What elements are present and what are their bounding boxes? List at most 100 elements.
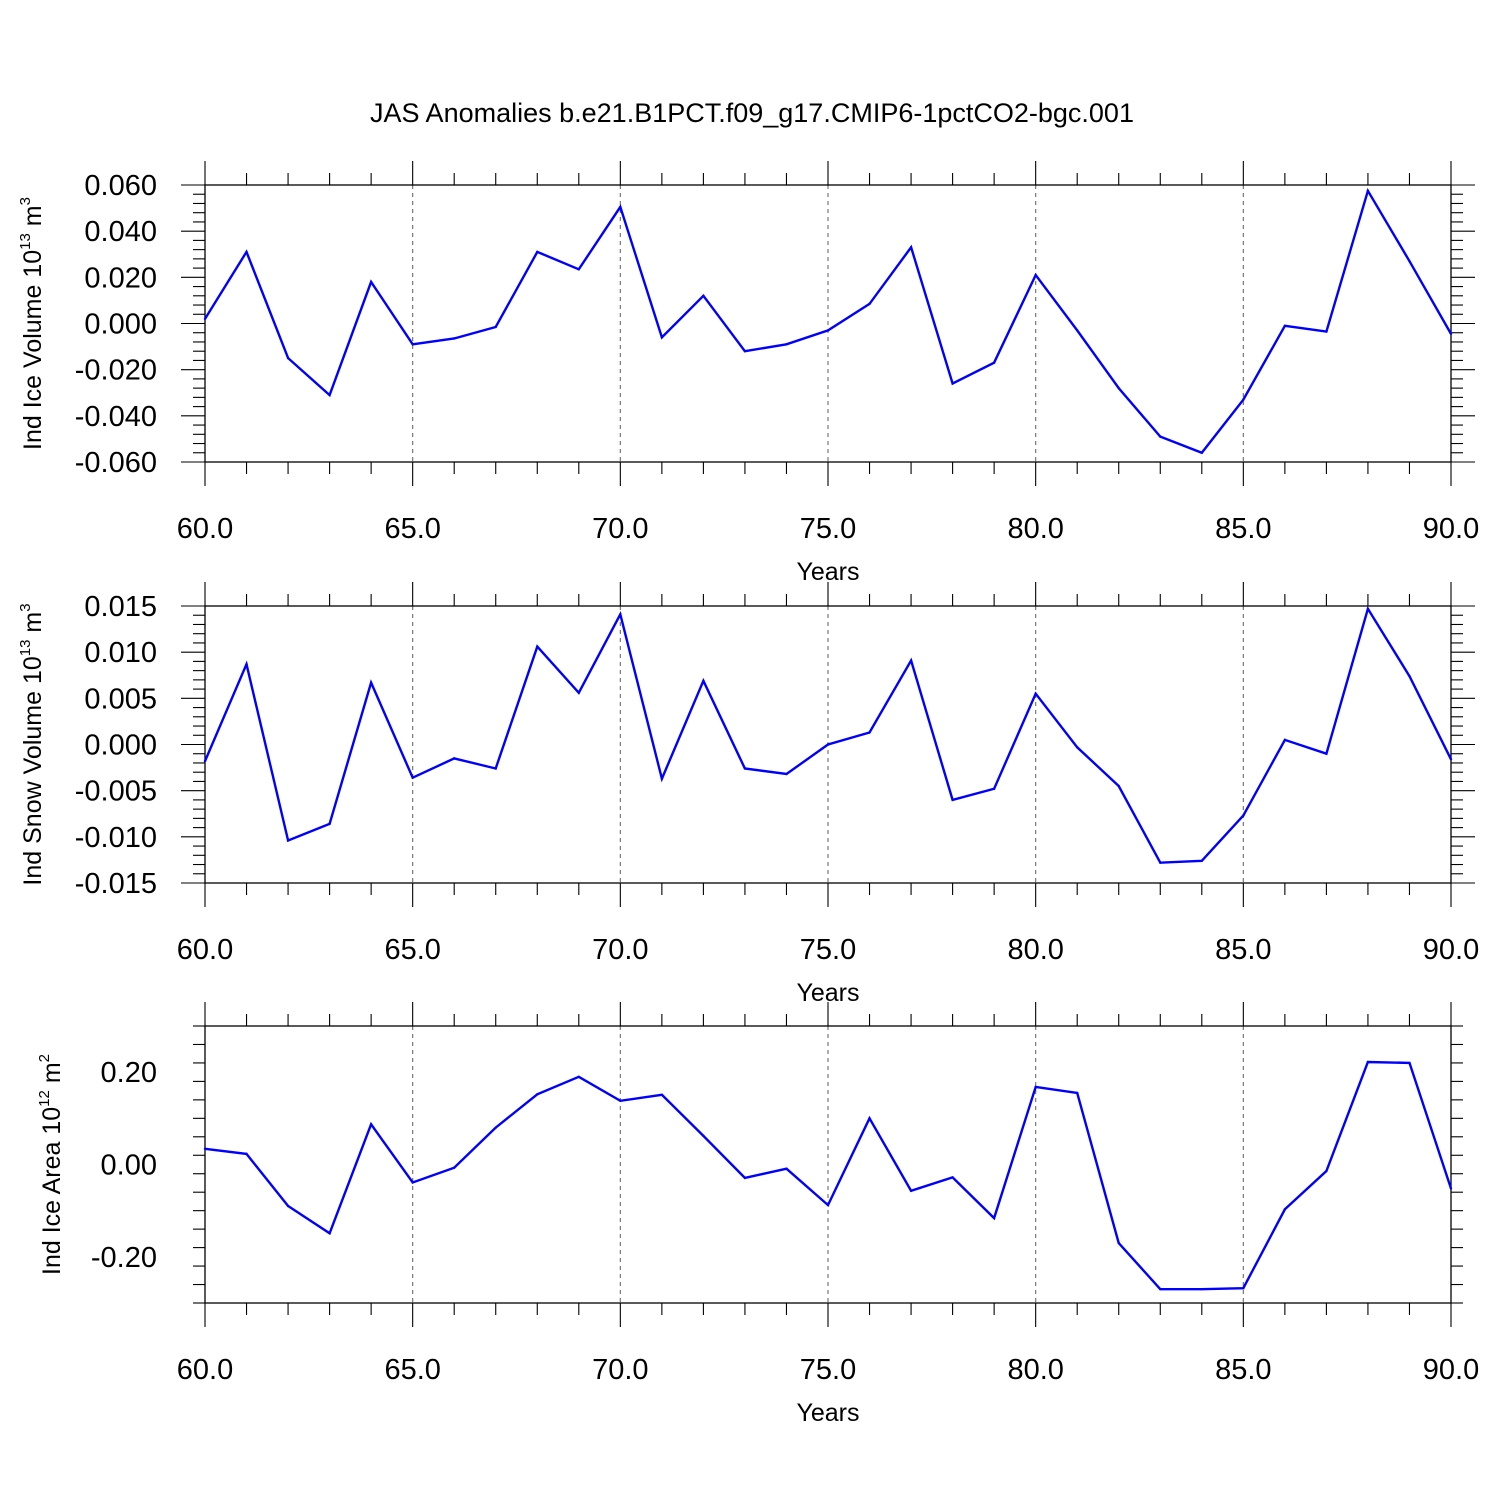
data-point bbox=[743, 767, 747, 770]
data-point bbox=[951, 1176, 954, 1179]
y-tick-label: -0.20 bbox=[91, 1242, 157, 1274]
y-axis-label-exponent: 12 bbox=[36, 1090, 53, 1107]
data-point bbox=[1408, 674, 1411, 678]
y-tick-label: 0.000 bbox=[84, 309, 157, 341]
data-point bbox=[785, 343, 788, 346]
x-tick-label: 85.0 bbox=[1215, 1354, 1271, 1386]
data-point bbox=[1159, 435, 1162, 438]
chart-title: JAS Anomalies b.e21.B1PCT.f09_g17.CMIP6-… bbox=[370, 98, 1134, 128]
data-point bbox=[1117, 386, 1120, 390]
x-tick-label: 65.0 bbox=[384, 513, 440, 545]
y-axis-label-unit-exponent: 3 bbox=[17, 603, 34, 611]
y-axis-label-text: Ind Snow Volume 10 bbox=[19, 656, 47, 885]
data-point bbox=[868, 731, 871, 734]
data-point bbox=[411, 776, 414, 779]
data-point bbox=[536, 1093, 539, 1096]
data-point bbox=[494, 767, 497, 770]
chart-panel-2: 0.015 0.010 0.005 0.000 -0.005 -0.010 -0.015 60… bbox=[17, 582, 1479, 1007]
data-point bbox=[1242, 398, 1245, 401]
data-point bbox=[660, 1093, 664, 1096]
data-point bbox=[536, 250, 539, 254]
data-point bbox=[453, 337, 456, 340]
data-point bbox=[1200, 1287, 1204, 1291]
y-tick-label: -0.060 bbox=[75, 447, 157, 479]
data-point bbox=[909, 246, 913, 249]
data-point bbox=[992, 1216, 996, 1220]
y-axis-label-text: Ind Ice Volume 10 bbox=[19, 250, 47, 450]
data-point bbox=[369, 1123, 373, 1126]
data-point bbox=[286, 356, 290, 360]
data-point bbox=[992, 787, 996, 791]
x-tick-label: 65.0 bbox=[384, 1354, 440, 1386]
y-axis-label-unit-exponent: 3 bbox=[17, 197, 34, 205]
data-point bbox=[1076, 329, 1079, 332]
data-point bbox=[577, 691, 580, 694]
y-axis-label: Ind Ice Volume 1013 m3 bbox=[17, 197, 47, 450]
x-tick-label: 90.0 bbox=[1423, 1354, 1479, 1386]
data-point bbox=[619, 1099, 622, 1102]
chart-panel-1: 0.060 0.040 0.020 0.000 -0.020 -0.040 -0.060 60… bbox=[17, 161, 1479, 586]
x-tick-label: 70.0 bbox=[592, 1354, 648, 1386]
y-axis-label-unit: m bbox=[19, 205, 47, 233]
data-point bbox=[951, 798, 954, 802]
data-point bbox=[369, 280, 373, 284]
data-point bbox=[494, 1126, 497, 1129]
x-tick-label: 85.0 bbox=[1215, 513, 1271, 545]
data-point bbox=[245, 1152, 248, 1156]
y-tick-label: -0.005 bbox=[75, 776, 157, 808]
data-point bbox=[785, 1167, 788, 1170]
data-point bbox=[369, 681, 373, 684]
data-point bbox=[660, 336, 664, 339]
data-point bbox=[245, 662, 248, 666]
data-point bbox=[328, 393, 331, 397]
data-point bbox=[868, 1117, 871, 1120]
data-point bbox=[992, 361, 996, 364]
y-tick-label: 0.060 bbox=[84, 170, 157, 202]
y-axis-label: Ind Snow Volume 1013 m3 bbox=[17, 603, 47, 885]
data-point bbox=[743, 1176, 747, 1180]
data-point bbox=[1200, 859, 1204, 863]
data-point bbox=[1242, 1287, 1245, 1290]
data-point bbox=[286, 1204, 290, 1208]
x-tick-label: 75.0 bbox=[800, 934, 856, 966]
data-point bbox=[1283, 324, 1287, 328]
data-point bbox=[702, 679, 705, 682]
data-point bbox=[203, 317, 207, 321]
y-tick-label: -0.015 bbox=[75, 868, 157, 900]
x-tick-label: 90.0 bbox=[1423, 513, 1479, 545]
data-point bbox=[1325, 330, 1328, 333]
data-point bbox=[1325, 752, 1328, 755]
y-axis-label-exponent: 13 bbox=[17, 233, 34, 250]
y-axis-label-unit: m bbox=[19, 612, 47, 640]
data-point bbox=[785, 772, 788, 776]
data-point bbox=[203, 759, 207, 763]
data-point bbox=[1366, 1060, 1370, 1064]
data-point bbox=[1076, 1091, 1079, 1095]
x-tick-label: 65.0 bbox=[384, 934, 440, 966]
data-point bbox=[411, 343, 414, 346]
x-tick-label: 90.0 bbox=[1423, 934, 1479, 966]
data-point bbox=[1283, 1208, 1287, 1211]
data-point bbox=[826, 743, 830, 746]
data-point bbox=[494, 325, 497, 329]
x-tick-label: 80.0 bbox=[1007, 934, 1063, 966]
x-tick-label: 70.0 bbox=[592, 513, 648, 545]
y-tick-label: -0.020 bbox=[75, 355, 157, 387]
data-point bbox=[536, 645, 539, 648]
x-tick-label: 60.0 bbox=[177, 513, 233, 545]
y-tick-label: 0.005 bbox=[84, 683, 157, 715]
data-point bbox=[328, 1232, 331, 1235]
data-point bbox=[245, 250, 248, 254]
y-tick-label: -0.010 bbox=[75, 822, 157, 854]
x-axis-label: Years bbox=[796, 558, 859, 586]
data-point bbox=[1034, 1085, 1037, 1089]
chart-panel-3: 0.20 0.00 -0.20 60.0 65.0 70.0 75.0 80.0 85.0 90.… bbox=[36, 1002, 1479, 1427]
data-point bbox=[1366, 189, 1370, 192]
data-point bbox=[1366, 607, 1370, 610]
data-point bbox=[286, 839, 290, 842]
data-point bbox=[909, 1189, 913, 1193]
data-point bbox=[702, 1134, 705, 1138]
y-tick-label: 0.015 bbox=[84, 591, 157, 623]
data-point bbox=[1034, 273, 1037, 277]
